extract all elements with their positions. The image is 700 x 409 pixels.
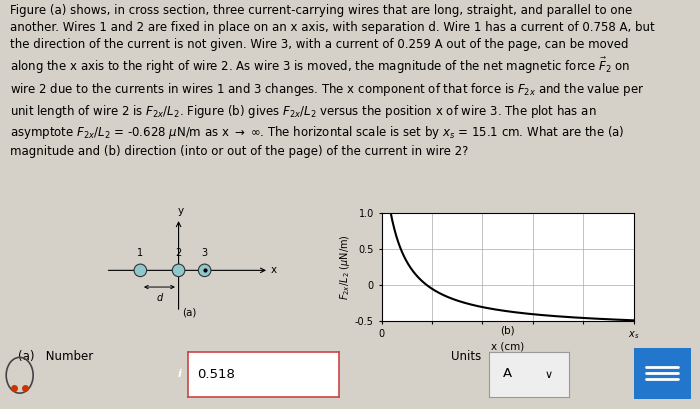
Text: ∨: ∨ bbox=[545, 370, 553, 380]
Text: d: d bbox=[156, 293, 162, 303]
Text: 2: 2 bbox=[176, 248, 182, 258]
Text: 3: 3 bbox=[202, 248, 208, 258]
Y-axis label: $F_{2x}/L_2$ ($\mu$N/m): $F_{2x}/L_2$ ($\mu$N/m) bbox=[338, 234, 352, 300]
Text: (a)   Number: (a) Number bbox=[18, 350, 92, 363]
Text: (b): (b) bbox=[500, 325, 514, 335]
Text: x: x bbox=[271, 265, 277, 275]
Text: A: A bbox=[503, 367, 512, 380]
Text: Units: Units bbox=[452, 350, 482, 363]
Text: 0.518: 0.518 bbox=[197, 368, 235, 381]
Text: 1: 1 bbox=[137, 248, 144, 258]
Circle shape bbox=[172, 264, 185, 276]
Circle shape bbox=[198, 264, 211, 276]
Text: i: i bbox=[177, 369, 181, 379]
Text: (a): (a) bbox=[182, 307, 196, 317]
Circle shape bbox=[134, 264, 146, 276]
Text: y: y bbox=[177, 207, 183, 216]
Text: Figure (a) shows, in cross section, three current-carrying wires that are long, : Figure (a) shows, in cross section, thre… bbox=[10, 4, 655, 158]
X-axis label: x (cm): x (cm) bbox=[491, 342, 524, 352]
